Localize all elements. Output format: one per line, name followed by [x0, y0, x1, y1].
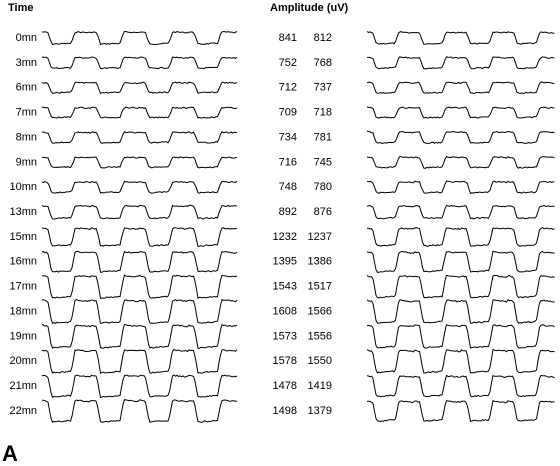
amplitude-right: 781	[314, 131, 332, 143]
amplitude-left: 1573	[273, 330, 297, 342]
trace-left	[41, 180, 238, 194]
time-label: 21mn	[9, 380, 37, 392]
trace-right	[366, 348, 555, 374]
amplitude-left: 1578	[273, 355, 297, 367]
amplitude-right: 1386	[308, 256, 332, 268]
amplitude-left: 1498	[273, 405, 297, 417]
time-label: 15mn	[9, 231, 37, 243]
amplitude-right: 780	[314, 181, 332, 193]
trace-left	[41, 298, 238, 325]
trace-left	[41, 156, 238, 169]
trace-right	[366, 324, 555, 349]
trace-left	[41, 131, 238, 144]
amplitude-left: 1395	[273, 256, 297, 268]
amplitude-right: 745	[314, 156, 332, 168]
time-label: 3mn	[16, 57, 37, 69]
trace-left	[41, 30, 238, 46]
amplitude-left: 748	[279, 181, 297, 193]
trace-left	[41, 374, 238, 399]
amplitude-right: 1379	[308, 405, 332, 417]
amplitude-right: 1556	[308, 330, 332, 342]
time-label: 17mn	[9, 281, 37, 293]
trace-right	[366, 374, 555, 398]
amplitude-right: 876	[314, 206, 332, 218]
trace-left	[41, 204, 238, 220]
time-label: 10mn	[9, 181, 37, 193]
trace-left	[41, 323, 238, 349]
trace-left	[41, 106, 238, 119]
time-label: 22mn	[9, 405, 37, 417]
amplitude-left: 712	[279, 82, 297, 94]
trace-left	[41, 81, 238, 95]
amplitude-right: 1237	[308, 231, 332, 243]
time-label: 16mn	[9, 256, 37, 268]
amplitude-left: 1232	[273, 231, 297, 243]
trace-right	[366, 81, 555, 95]
amplitude-left: 892	[279, 206, 297, 218]
time-label: 9mn	[16, 156, 37, 168]
amplitude-right: 812	[314, 32, 332, 44]
time-label: 19mn	[9, 330, 37, 342]
trace-left	[41, 250, 238, 273]
time-label: 20mn	[9, 355, 37, 367]
time-label: 8mn	[16, 131, 37, 143]
trace-right	[366, 250, 555, 273]
trace-right	[366, 31, 555, 45]
trace-right	[367, 56, 555, 70]
time-label: 6mn	[16, 82, 37, 94]
amplitude-left: 1543	[273, 281, 297, 293]
amplitude-header: Amplitude (uV)	[270, 2, 349, 14]
trace-right	[366, 399, 555, 423]
amplitude-left: 841	[279, 32, 297, 44]
trace-left	[41, 227, 238, 247]
amplitude-right: 1566	[308, 305, 332, 317]
trace-left	[42, 399, 238, 424]
trace-right	[366, 298, 555, 324]
trace-left	[41, 274, 238, 300]
amplitude-left: 716	[279, 156, 297, 168]
time-label: 0mn	[16, 32, 37, 44]
time-label: 7mn	[16, 107, 37, 119]
trace-right	[366, 106, 555, 119]
trace-right	[366, 155, 555, 169]
trace-right	[366, 204, 555, 220]
amplitude-left: 734	[279, 131, 297, 143]
trace-right	[366, 227, 555, 247]
trace-left	[41, 348, 238, 374]
trace-right	[366, 274, 555, 299]
trace-right	[366, 180, 555, 195]
amplitude-left: 1478	[273, 380, 297, 392]
panel-label: A	[2, 441, 18, 466]
trace-right	[366, 130, 555, 145]
amplitude-left: 1608	[273, 305, 297, 317]
amplitude-left: 709	[279, 107, 297, 119]
amplitude-right: 1517	[308, 281, 332, 293]
amplitude-right: 718	[314, 107, 332, 119]
amplitude-right: 1419	[308, 380, 332, 392]
trace-left	[41, 56, 238, 70]
time-label: 18mn	[9, 305, 37, 317]
amplitude-right: 768	[314, 57, 332, 69]
time-label: 13mn	[9, 206, 37, 218]
amplitude-right: 737	[314, 82, 332, 94]
amplitude-right: 1550	[308, 355, 332, 367]
time-header: Time	[8, 2, 33, 14]
amplitude-left: 752	[279, 57, 297, 69]
